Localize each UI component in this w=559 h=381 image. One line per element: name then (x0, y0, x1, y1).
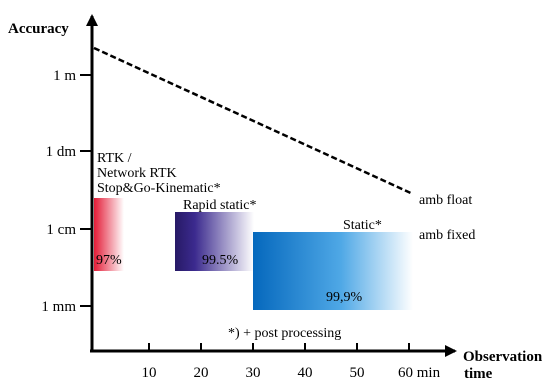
static-box (253, 232, 413, 310)
amb-float-line (93, 46, 414, 196)
x-axis-title-line2: time (464, 366, 493, 381)
y-tick-label-1mm: 1 mm (41, 299, 76, 315)
rtk-label-line1: RTK / (97, 151, 132, 166)
x-tick-label-50: 50 (350, 365, 365, 381)
y-tick-label-1m: 1 m (53, 68, 76, 84)
rtk-label-line3: Stop&Go-Kinematic* (97, 181, 221, 196)
x-axis-title-line1: Observation (463, 349, 543, 365)
rapid-static-box (175, 212, 254, 271)
rtk-label-line2: Network RTK (97, 166, 177, 181)
x-tick-label-30: 30 (246, 365, 261, 381)
rapid-static-label: Rapid static* (183, 198, 257, 213)
y-axis-title: Accuracy (8, 21, 69, 37)
y-tick-label-1dm: 1 dm (46, 144, 77, 160)
y-tick-label-1cm: 1 cm (46, 222, 76, 238)
rtk-box (94, 198, 124, 271)
rtk-percent: 97% (96, 253, 122, 268)
footnote: *) + post processing (228, 326, 341, 341)
x-tick-label-60min: 60 min (398, 365, 441, 381)
x-tick-label-20: 20 (194, 365, 209, 381)
rapid-static-percent: 99.5% (202, 253, 239, 268)
x-tick-label-10: 10 (142, 365, 157, 381)
amb-fixed-label: amb fixed (419, 228, 475, 243)
static-percent: 99,9% (326, 290, 363, 305)
amb-float-label: amb float (419, 193, 472, 208)
x-tick-label-40: 40 (298, 365, 313, 381)
static-label: Static* (343, 218, 382, 233)
